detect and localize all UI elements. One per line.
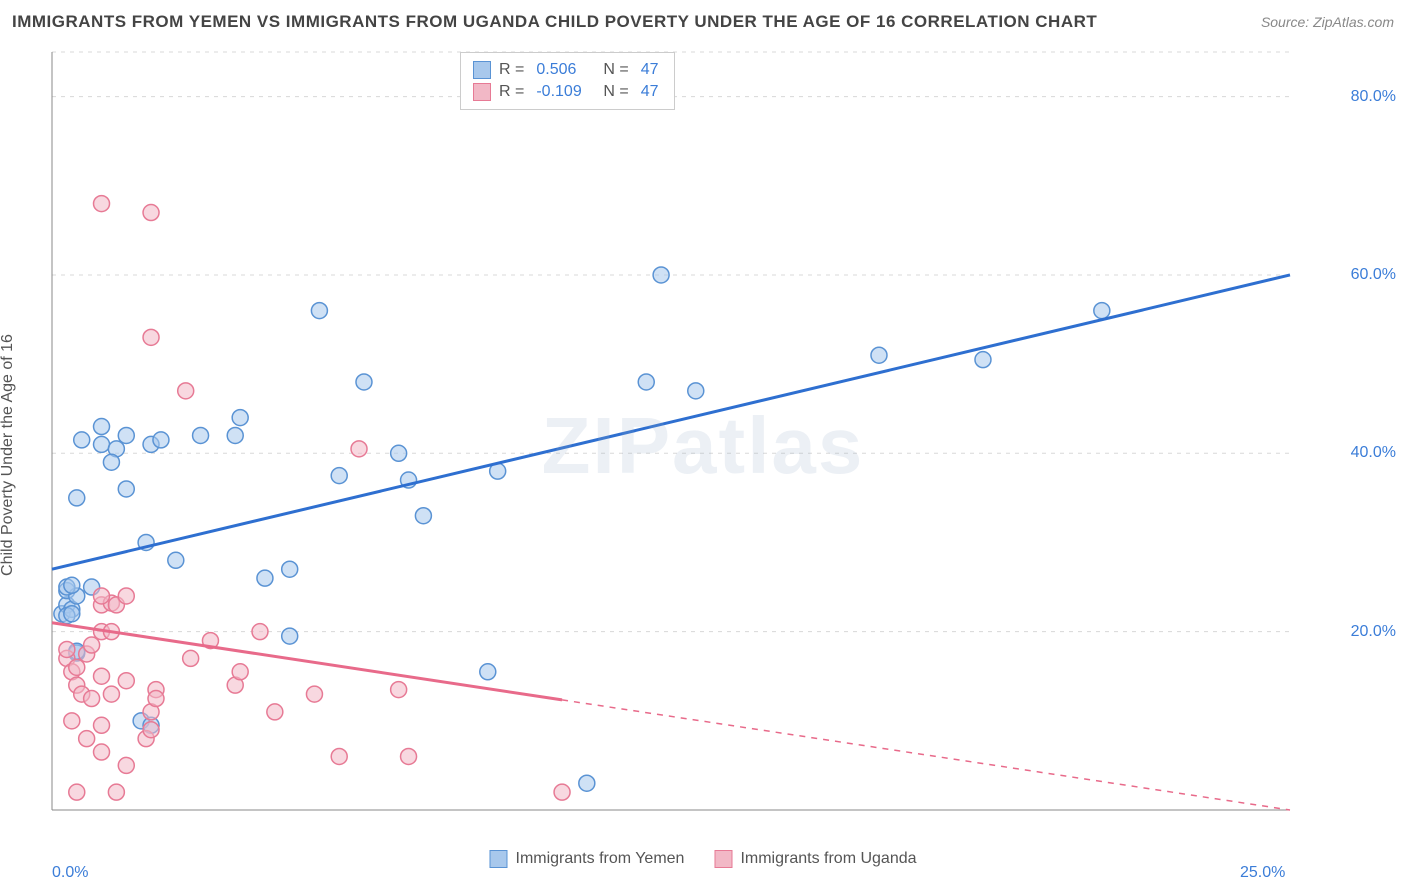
data-point <box>69 784 85 800</box>
data-point <box>69 490 85 506</box>
data-point <box>84 691 100 707</box>
data-point <box>415 508 431 524</box>
correlation-legend: R = 0.506 N = 47 R = -0.109 N = 47 <box>460 52 675 110</box>
data-point <box>391 682 407 698</box>
data-point <box>94 717 110 733</box>
legend-r-value: -0.109 <box>536 83 591 101</box>
data-point <box>118 673 134 689</box>
data-point <box>94 668 110 684</box>
y-axis-label: Child Poverty Under the Age of 16 <box>0 334 17 576</box>
data-point <box>64 606 80 622</box>
data-point <box>554 784 570 800</box>
data-point <box>1094 303 1110 319</box>
data-point <box>975 352 991 368</box>
data-point <box>227 427 243 443</box>
data-point <box>688 383 704 399</box>
legend-n-value: 47 <box>641 61 659 79</box>
x-tick-label: 25.0% <box>1240 864 1285 882</box>
y-tick-label: 40.0% <box>1351 444 1396 462</box>
data-point <box>282 628 298 644</box>
data-point <box>193 427 209 443</box>
data-point <box>148 691 164 707</box>
data-point <box>391 445 407 461</box>
data-point <box>306 686 322 702</box>
data-point <box>401 748 417 764</box>
legend-n-label: N = <box>603 83 628 101</box>
x-tick-label: 0.0% <box>52 864 88 882</box>
chart-title: IMMIGRANTS FROM YEMEN VS IMMIGRANTS FROM… <box>12 12 1097 32</box>
y-tick-label: 80.0% <box>1351 88 1396 106</box>
data-point <box>579 775 595 791</box>
legend-row: R = 0.506 N = 47 <box>473 59 662 81</box>
legend-r-label: R = <box>499 83 524 101</box>
data-point <box>351 441 367 457</box>
data-point <box>331 468 347 484</box>
data-point <box>232 664 248 680</box>
data-point <box>64 713 80 729</box>
data-point <box>103 454 119 470</box>
data-point <box>59 641 75 657</box>
legend-r-value: 0.506 <box>536 61 591 79</box>
data-point <box>94 196 110 212</box>
legend-swatch <box>714 850 732 868</box>
data-point <box>94 744 110 760</box>
data-point <box>118 588 134 604</box>
data-point <box>356 374 372 390</box>
y-tick-label: 20.0% <box>1351 623 1396 641</box>
legend-r-label: R = <box>499 61 524 79</box>
data-point <box>118 427 134 443</box>
plot-area <box>50 50 1350 840</box>
series-legend: Immigrants from Yemen Immigrants from Ug… <box>489 850 916 868</box>
data-point <box>257 570 273 586</box>
y-tick-label: 60.0% <box>1351 266 1396 284</box>
data-point <box>232 410 248 426</box>
legend-swatch <box>473 61 491 79</box>
legend-item: Immigrants from Uganda <box>714 850 916 868</box>
data-point <box>118 481 134 497</box>
scatter-chart <box>50 50 1350 840</box>
data-point <box>64 577 80 593</box>
data-point <box>94 419 110 435</box>
data-point <box>252 624 268 640</box>
data-point <box>480 664 496 680</box>
data-point <box>153 432 169 448</box>
data-point <box>69 659 85 675</box>
data-point <box>103 686 119 702</box>
data-point <box>183 650 199 666</box>
data-point <box>74 432 90 448</box>
data-point <box>143 205 159 221</box>
data-point <box>871 347 887 363</box>
data-point <box>108 784 124 800</box>
data-point <box>94 436 110 452</box>
data-point <box>79 731 95 747</box>
data-point <box>638 374 654 390</box>
data-point <box>311 303 327 319</box>
legend-n-label: N = <box>603 61 628 79</box>
data-point <box>143 329 159 345</box>
data-point <box>267 704 283 720</box>
legend-n-value: 47 <box>641 83 659 101</box>
legend-label: Immigrants from Uganda <box>740 850 916 868</box>
data-point <box>84 637 100 653</box>
data-point <box>653 267 669 283</box>
legend-row: R = -0.109 N = 47 <box>473 81 662 103</box>
legend-item: Immigrants from Yemen <box>489 850 684 868</box>
data-point <box>331 748 347 764</box>
data-point <box>143 722 159 738</box>
regression-line-extrapolated <box>562 700 1290 810</box>
legend-swatch <box>489 850 507 868</box>
data-point <box>178 383 194 399</box>
legend-label: Immigrants from Yemen <box>515 850 684 868</box>
data-point <box>118 757 134 773</box>
data-point <box>168 552 184 568</box>
legend-swatch <box>473 83 491 101</box>
data-point <box>282 561 298 577</box>
y-axis-ticks: 20.0% 40.0% 60.0% 80.0% <box>1336 50 1396 840</box>
source-label: Source: ZipAtlas.com <box>1261 14 1394 30</box>
data-point <box>94 588 110 604</box>
